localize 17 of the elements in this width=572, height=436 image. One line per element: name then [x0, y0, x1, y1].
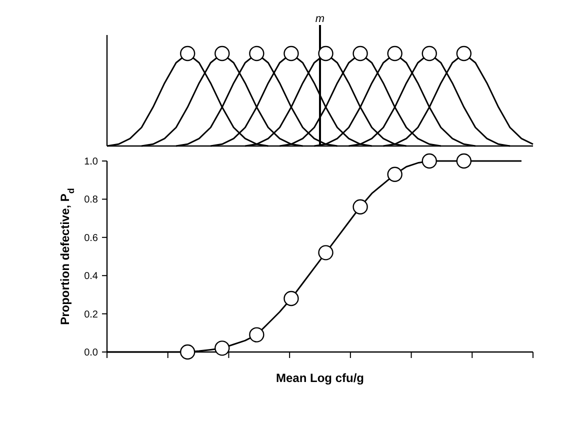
y-tick-label: 1.0 — [84, 156, 98, 168]
point — [284, 290, 299, 306]
x-axis-title: Mean Log cfu/g — [276, 371, 364, 385]
point — [456, 153, 472, 169]
y-tick-label: 0.6 — [84, 232, 98, 244]
y-tick-label: 0.4 — [84, 271, 98, 282]
y-tick-label: 0.0 — [84, 348, 98, 358]
point — [318, 245, 334, 260]
y-tick-label: 0.2 — [84, 309, 98, 320]
point — [249, 327, 264, 342]
point — [214, 340, 230, 356]
point — [387, 166, 402, 182]
y-tick-label: 0.8 — [84, 194, 98, 206]
point — [352, 199, 368, 214]
point — [422, 153, 437, 169]
point — [180, 344, 196, 360]
text: m — [315, 13, 325, 25]
